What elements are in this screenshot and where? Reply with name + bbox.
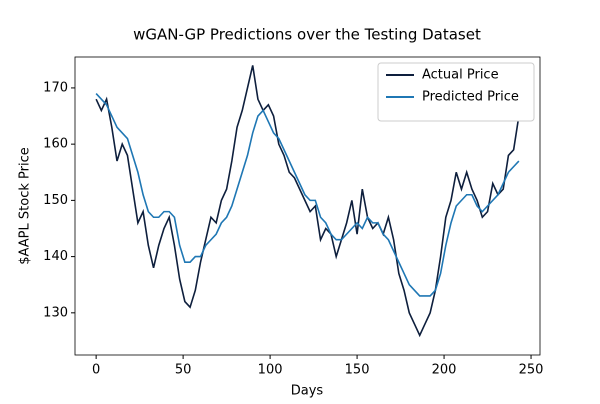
series-line	[95, 93, 520, 297]
y-tick-label: 140	[43, 249, 68, 264]
x-tick-label: 100	[258, 363, 283, 378]
x-axis-label: Days	[291, 384, 324, 399]
y-tick-label: 160	[43, 137, 68, 152]
legend-label: Actual Price	[422, 68, 499, 83]
x-tick-label: 150	[345, 363, 370, 378]
series-line	[95, 65, 520, 338]
x-tick-label: 50	[175, 363, 192, 378]
legend-box	[377, 62, 535, 122]
y-tick-label: 130	[43, 305, 68, 320]
legend-label: Predicted Price	[422, 90, 519, 105]
x-tick-label: 250	[519, 363, 544, 378]
x-tick-label: 200	[432, 363, 457, 378]
chart-title: wGAN-GP Predictions over the Testing Dat…	[133, 26, 481, 44]
x-tick-label: 0	[92, 363, 100, 378]
plot-frame	[74, 56, 541, 356]
y-tick-label: 150	[43, 193, 68, 208]
y-axis-label: $AAPL Stock Price	[18, 147, 33, 264]
y-tick-label: 170	[43, 80, 68, 95]
